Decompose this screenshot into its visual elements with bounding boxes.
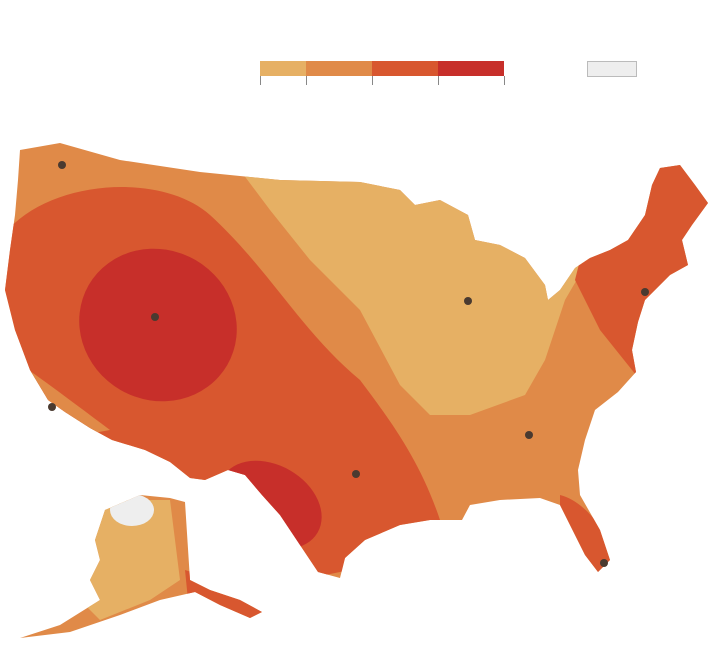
city-markers xyxy=(48,161,649,567)
legend-swatch xyxy=(438,61,504,76)
legend-no-data xyxy=(587,61,637,77)
legend-swatch xyxy=(306,61,372,76)
alaska xyxy=(20,495,262,638)
legend-swatch xyxy=(260,61,306,76)
legend xyxy=(260,61,637,85)
legend-swatch xyxy=(372,61,438,76)
